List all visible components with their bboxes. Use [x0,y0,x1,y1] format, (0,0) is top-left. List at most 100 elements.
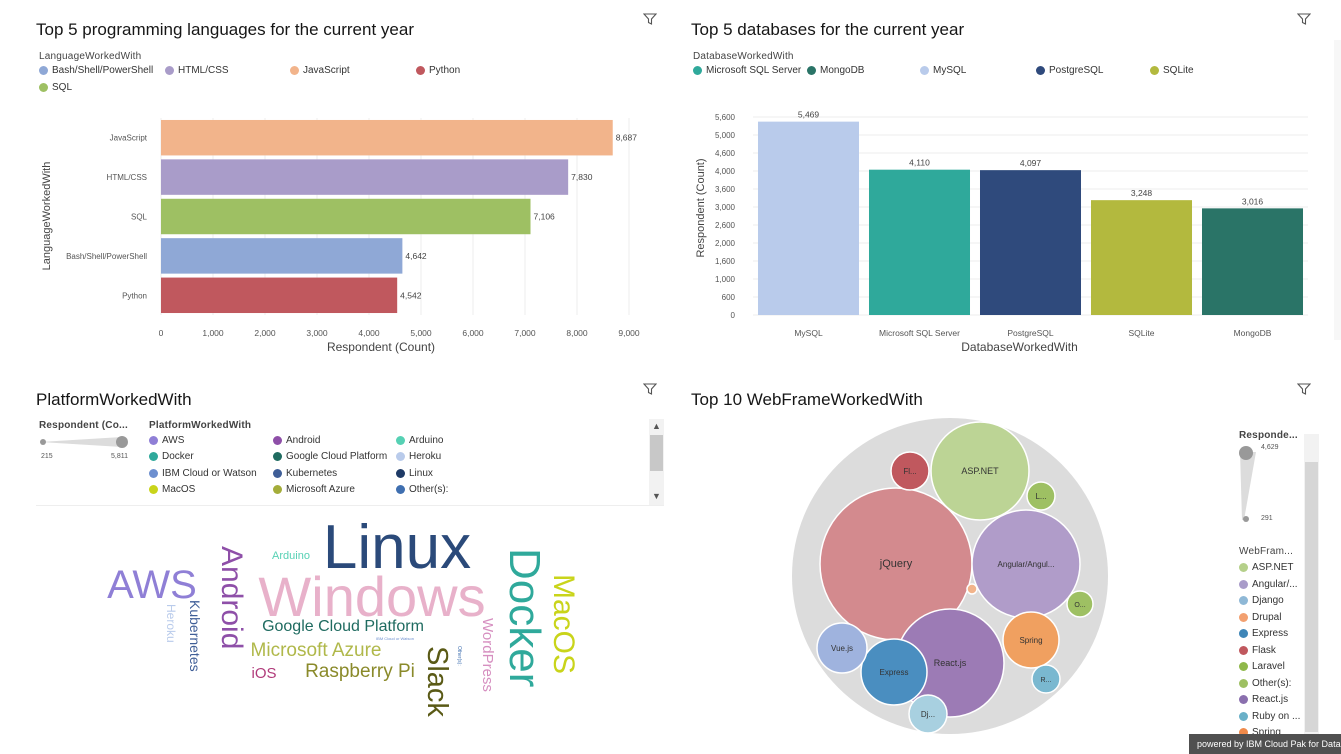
scroll-up-icon[interactable]: ▲ [652,421,661,431]
word-cloud-word[interactable]: Raspberry Pi [305,661,415,682]
legend-item[interactable]: SQLite [1150,65,1194,76]
legend-item[interactable]: Flask [1239,645,1276,656]
legend-item[interactable]: Express [1239,628,1288,639]
bar[interactable] [161,159,569,195]
bar[interactable] [1090,200,1193,315]
legend-scrollbar[interactable]: ▲ ▼ [649,419,664,505]
legend-item[interactable]: Microsoft SQL Server [693,65,801,76]
legend-swatch [396,452,405,461]
size-slider[interactable] [1236,442,1260,526]
legend-item[interactable]: Ruby on ... [1239,711,1300,722]
word-cloud-word[interactable]: AWS [107,563,197,607]
legend-item[interactable]: MySQL [920,65,966,76]
bar[interactable] [868,169,971,315]
y-tick-label: 600 [722,293,736,302]
bubble-label: Vue.js [831,644,853,653]
legend-label: Arduino [409,435,444,446]
bubble[interactable] [1002,611,1060,669]
legend-item[interactable]: AWS [149,435,184,446]
legend-item[interactable]: Spring [1239,727,1281,738]
y-tick-label: Bash/Shell/PowerShell [66,252,147,261]
filter-icon[interactable] [1297,382,1311,396]
panel-scrollbar[interactable] [1334,40,1341,340]
size-slider[interactable] [38,434,134,450]
bubble[interactable] [860,638,928,706]
bar[interactable] [757,121,860,316]
y-tick-label: 4,000 [715,167,736,176]
databases-panel: Top 5 databases for the current year Dat… [670,0,1341,378]
word-cloud-word[interactable]: Linux [323,513,471,582]
legend-item[interactable]: React.js [1239,694,1288,705]
legend-item[interactable]: Heroku [396,451,441,462]
filter-icon[interactable] [643,382,657,396]
webframes-legend-title: WebFram... [1239,546,1294,557]
bar[interactable] [161,119,613,156]
bar[interactable] [161,277,398,314]
legend-swatch [1239,662,1248,671]
filter-icon[interactable] [1297,12,1311,26]
legend-item[interactable]: Microsoft Azure [273,484,355,495]
legend-label: React.js [1252,694,1289,705]
legend-item[interactable]: Django [1239,595,1284,606]
legend-item[interactable]: Angular/... [1239,579,1298,590]
word-cloud-word[interactable]: Heroku [164,604,178,643]
bar[interactable] [161,198,531,235]
word-cloud-word[interactable]: Arduino [272,550,310,562]
legend-item[interactable]: Other(s): [396,484,448,495]
word-cloud-word[interactable]: iOS [251,665,276,682]
word-cloud-word[interactable]: WordPress [479,618,496,692]
scroll-thumb[interactable] [650,435,663,471]
word-cloud-word[interactable]: Docker [500,548,549,687]
bar[interactable] [161,238,403,274]
legend-item[interactable]: JavaScript [290,65,350,76]
x-tick-label: 6,000 [462,328,484,338]
scroll-down-icon[interactable]: ▼ [652,491,661,501]
legend-label: Spring [1252,727,1281,738]
legend-item[interactable]: MacOS [149,484,195,495]
bubble[interactable] [930,421,1030,521]
word-cloud-word[interactable]: Kubernetes [187,600,203,672]
bubble[interactable] [1066,590,1094,618]
filter-icon[interactable] [643,12,657,26]
slider-min-label: 215 [41,453,53,460]
legend-item[interactable]: Arduino [396,435,443,446]
legend-item[interactable]: IBM Cloud or Watson [149,468,257,479]
bubble[interactable] [1031,664,1061,694]
legend-item[interactable]: HTML/CSS [165,65,229,76]
word-cloud-word[interactable]: Slack [421,646,453,717]
scroll-thumb[interactable] [1305,462,1318,732]
bubble[interactable] [1026,481,1056,511]
legend-item[interactable]: Android [273,435,320,446]
legend-item[interactable]: Laravel [1239,661,1285,672]
legend-item[interactable]: Drupal [1239,612,1281,623]
legend-item[interactable]: Linux [396,468,433,479]
legend-item[interactable]: Other(s): [1239,678,1291,689]
x-axis-label: DatabaseWorkedWith [961,340,1078,354]
legend-item[interactable]: SQL [39,82,72,93]
word-cloud-word[interactable]: Google Cloud Platform [262,618,424,635]
word-cloud-word[interactable]: Other(s): [456,646,462,666]
legend-label: JavaScript [303,65,350,76]
bubble[interactable] [890,451,930,491]
bubble[interactable] [816,622,868,674]
legend-item[interactable]: PostgreSQL [1036,65,1103,76]
bar[interactable] [1201,208,1304,315]
bar[interactable] [979,170,1082,315]
x-tick-label: 0 [159,328,164,338]
word-cloud-word[interactable]: Android [215,546,248,649]
y-tick-label: 0 [731,311,736,320]
legend-item[interactable]: MongoDB [807,65,864,76]
bubble[interactable] [908,694,948,734]
legend-scrollbar[interactable] [1304,434,1319,734]
bubble[interactable] [966,583,978,595]
word-cloud-word[interactable]: Windows [258,565,485,628]
legend-item[interactable]: Google Cloud Platform [273,451,387,462]
word-cloud-word[interactable]: Microsoft Azure [251,640,382,661]
word-cloud-word[interactable]: MacOS [547,574,580,674]
legend-item[interactable]: Docker [149,451,194,462]
legend-item[interactable]: ASP.NET [1239,562,1294,573]
legend-item[interactable]: Python [416,65,460,76]
legend-item[interactable]: Kubernetes [273,468,337,479]
word-cloud-word[interactable]: IBM Cloud or Watson [376,636,414,641]
legend-item[interactable]: Bash/Shell/PowerShell [39,65,153,76]
